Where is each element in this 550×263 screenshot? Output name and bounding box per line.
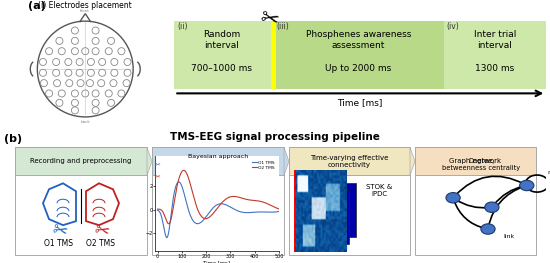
O1 TMS (273, 210, 280, 214)
Text: node: node (547, 170, 550, 175)
Circle shape (446, 193, 460, 203)
Text: Time [ms]: Time [ms] (338, 98, 383, 107)
Text: ✂: ✂ (155, 174, 161, 180)
Text: Degree,
betweenness centrality: Degree, betweenness centrality (442, 158, 521, 171)
Bar (444, 21, 546, 89)
Text: TMS evoked potential: TMS evoked potential (180, 158, 256, 164)
Bar (289, 148, 410, 255)
Text: Recording and preprocessing: Recording and preprocessing (30, 158, 131, 164)
O1 TMS (227, 205, 234, 209)
Line: O2 TMS: O2 TMS (157, 170, 279, 224)
Text: Random
interval: Random interval (203, 30, 240, 50)
O2 TMS (180, 169, 187, 172)
Bar (152, 148, 284, 175)
O2 TMS (227, 195, 234, 199)
O2 TMS (276, 207, 282, 210)
Text: Time [ms]: Time [ms] (316, 245, 348, 250)
FancyArrow shape (147, 148, 152, 175)
FancyArrow shape (410, 148, 415, 175)
Text: ✂: ✂ (50, 220, 69, 242)
Text: front: front (80, 9, 90, 13)
Text: (iv): (iv) (447, 22, 460, 31)
O2 TMS (254, 199, 261, 203)
Bar (15, 148, 147, 255)
Text: (b): (b) (4, 134, 22, 144)
Text: Graph network: Graph network (449, 158, 502, 164)
O1 TMS (163, 236, 170, 239)
Bar (174, 21, 273, 89)
Text: Bayesian approach: Bayesian approach (188, 154, 248, 159)
Circle shape (481, 224, 495, 234)
Bar (301, 190, 349, 245)
Text: (a): (a) (28, 1, 46, 11)
Circle shape (485, 202, 499, 213)
Circle shape (520, 180, 534, 191)
Bar (289, 148, 410, 175)
Text: (ii): (ii) (177, 22, 188, 31)
Bar (415, 148, 536, 255)
O1 TMS (276, 210, 282, 213)
O1 TMS (213, 204, 219, 207)
FancyArrow shape (284, 148, 289, 175)
Bar (15, 148, 147, 175)
Bar (152, 148, 284, 255)
Text: O2 TMS: O2 TMS (86, 239, 115, 247)
Text: 700–1000 ms: 700–1000 ms (191, 64, 252, 73)
Text: Up to 2000 ms: Up to 2000 ms (325, 64, 392, 73)
O2 TMS (273, 206, 280, 210)
O1 TMS (154, 209, 161, 212)
Line: O1 TMS: O1 TMS (157, 182, 279, 237)
Legend: O1 TMS, O2 TMS: O1 TMS, O2 TMS (250, 159, 277, 171)
Text: O1 TMS: O1 TMS (45, 239, 74, 247)
Bar (308, 183, 356, 237)
O1 TMS (221, 203, 227, 206)
O2 TMS (166, 222, 172, 225)
Text: STOK &
iPDC: STOK & iPDC (366, 184, 393, 197)
Text: ✂: ✂ (155, 162, 161, 168)
Text: (i) Electrodes placement: (i) Electrodes placement (39, 1, 132, 11)
Text: Inter trial
interval: Inter trial interval (474, 30, 516, 50)
Text: back: back (80, 120, 90, 124)
Text: Time-varying effective
connectivity: Time-varying effective connectivity (310, 155, 389, 168)
Text: Phosphenes awareness
assessment: Phosphenes awareness assessment (306, 30, 411, 50)
Text: link: link (503, 234, 515, 239)
O1 TMS (175, 180, 182, 184)
O2 TMS (154, 208, 161, 211)
O2 TMS (221, 199, 227, 203)
X-axis label: Time [ms]: Time [ms] (204, 260, 230, 263)
Text: ✂: ✂ (257, 8, 280, 32)
Bar (415, 148, 536, 175)
Text: 1300 ms: 1300 ms (475, 64, 515, 73)
Bar (273, 21, 444, 89)
O1 TMS (212, 204, 219, 207)
O2 TMS (212, 209, 219, 212)
Text: TMS-EEG signal processing pipeline: TMS-EEG signal processing pipeline (170, 133, 380, 143)
O2 TMS (213, 208, 219, 211)
O1 TMS (254, 210, 261, 214)
Text: (iii): (iii) (276, 22, 289, 31)
Text: ✂: ✂ (91, 220, 111, 242)
